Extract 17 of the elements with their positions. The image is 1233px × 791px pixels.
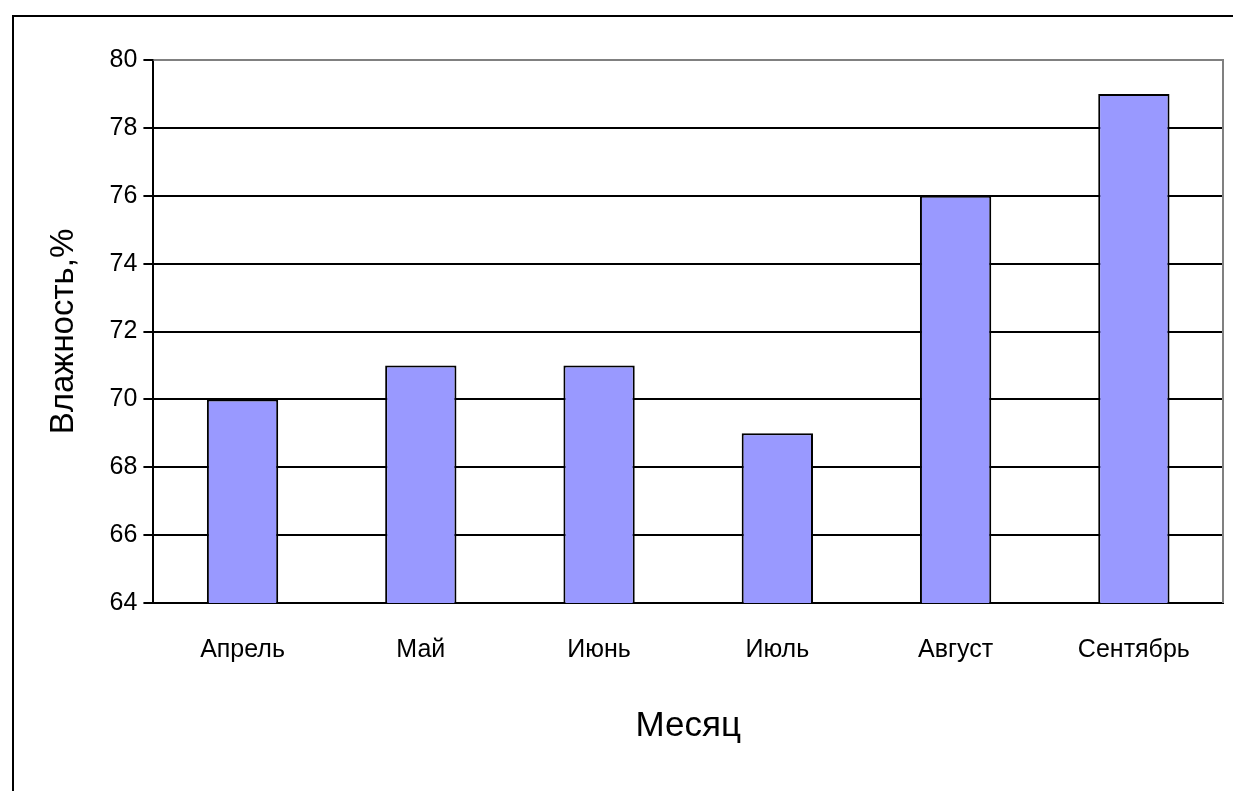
x-tick-label: Август bbox=[917, 633, 994, 662]
y-axis-title: Влажность,% bbox=[42, 228, 80, 435]
y-tick-label: 72 bbox=[109, 315, 138, 344]
x-tick-label: Июль bbox=[745, 633, 810, 662]
y-tick-label: 66 bbox=[109, 519, 138, 548]
x-tick-label: Сентябрь bbox=[1077, 633, 1190, 662]
x-tick-label: Апрель bbox=[200, 633, 285, 662]
y-tick-label: 74 bbox=[109, 247, 138, 276]
y-tick-label: 78 bbox=[109, 111, 138, 140]
y-tick-label: 64 bbox=[109, 586, 138, 615]
y-tick-label: 76 bbox=[109, 179, 138, 208]
x-tick-label: Май bbox=[396, 633, 446, 662]
y-tick-label: 80 bbox=[109, 43, 138, 72]
x-tick-label: Июнь bbox=[567, 633, 631, 662]
y-tick-label: 70 bbox=[109, 383, 138, 412]
y-tick-label: 68 bbox=[109, 451, 138, 480]
x-axis-title: Месяц bbox=[635, 703, 741, 743]
